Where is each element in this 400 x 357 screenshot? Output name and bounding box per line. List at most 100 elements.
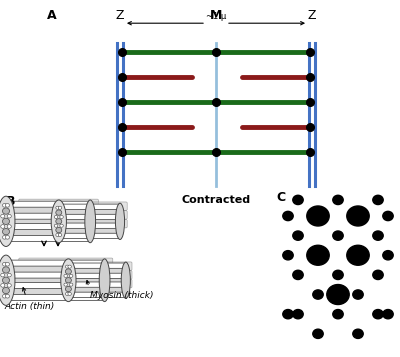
Text: C: C xyxy=(276,191,285,204)
FancyBboxPatch shape xyxy=(5,260,106,266)
FancyBboxPatch shape xyxy=(68,273,126,278)
FancyBboxPatch shape xyxy=(5,213,91,219)
Circle shape xyxy=(66,278,71,283)
Circle shape xyxy=(333,270,343,280)
Circle shape xyxy=(293,195,303,205)
Ellipse shape xyxy=(121,262,130,298)
Circle shape xyxy=(56,219,62,224)
Circle shape xyxy=(333,310,343,319)
FancyBboxPatch shape xyxy=(58,204,121,210)
Circle shape xyxy=(56,227,62,233)
Circle shape xyxy=(7,273,11,277)
FancyBboxPatch shape xyxy=(77,280,132,288)
Circle shape xyxy=(1,283,5,287)
Circle shape xyxy=(2,287,10,294)
Text: Myosin (thick): Myosin (thick) xyxy=(90,291,154,300)
Circle shape xyxy=(56,210,62,215)
Ellipse shape xyxy=(61,259,76,302)
Circle shape xyxy=(2,277,10,283)
FancyBboxPatch shape xyxy=(5,276,106,285)
Circle shape xyxy=(64,283,67,286)
FancyBboxPatch shape xyxy=(70,202,127,210)
Circle shape xyxy=(5,236,10,239)
FancyBboxPatch shape xyxy=(68,292,126,297)
FancyBboxPatch shape xyxy=(19,258,113,268)
FancyBboxPatch shape xyxy=(68,263,126,268)
Circle shape xyxy=(2,236,7,239)
Circle shape xyxy=(5,295,10,298)
Circle shape xyxy=(70,274,73,277)
FancyBboxPatch shape xyxy=(5,272,106,278)
FancyBboxPatch shape xyxy=(67,267,127,276)
Circle shape xyxy=(5,262,10,266)
Circle shape xyxy=(293,231,303,240)
Circle shape xyxy=(383,251,393,260)
Text: M: M xyxy=(210,9,222,22)
FancyBboxPatch shape xyxy=(5,206,91,216)
FancyBboxPatch shape xyxy=(19,268,113,278)
Circle shape xyxy=(313,290,323,299)
Ellipse shape xyxy=(116,203,124,240)
Text: Actin (thin): Actin (thin) xyxy=(5,302,55,311)
FancyBboxPatch shape xyxy=(77,262,132,270)
Circle shape xyxy=(56,206,59,209)
FancyBboxPatch shape xyxy=(67,285,127,293)
FancyBboxPatch shape xyxy=(5,236,91,241)
Circle shape xyxy=(60,215,63,218)
Circle shape xyxy=(353,329,363,338)
FancyBboxPatch shape xyxy=(19,199,98,209)
Circle shape xyxy=(66,269,71,274)
Circle shape xyxy=(68,265,71,268)
Circle shape xyxy=(353,290,363,299)
Text: ~1 μ: ~1 μ xyxy=(206,12,226,21)
FancyBboxPatch shape xyxy=(68,282,126,287)
Circle shape xyxy=(58,206,62,209)
Circle shape xyxy=(327,285,349,305)
Circle shape xyxy=(66,265,69,268)
Circle shape xyxy=(2,262,7,266)
Text: Z: Z xyxy=(308,9,316,22)
Circle shape xyxy=(1,214,5,218)
Ellipse shape xyxy=(85,200,96,243)
Circle shape xyxy=(68,292,71,295)
Circle shape xyxy=(1,273,5,277)
Circle shape xyxy=(373,231,383,240)
Circle shape xyxy=(7,225,11,228)
Text: A: A xyxy=(47,9,57,22)
FancyBboxPatch shape xyxy=(5,223,91,230)
Circle shape xyxy=(313,329,323,338)
Circle shape xyxy=(54,215,58,218)
Circle shape xyxy=(333,195,343,205)
Ellipse shape xyxy=(99,259,110,302)
FancyBboxPatch shape xyxy=(58,208,121,217)
FancyBboxPatch shape xyxy=(5,217,91,226)
Circle shape xyxy=(2,267,10,273)
Circle shape xyxy=(2,203,7,207)
FancyBboxPatch shape xyxy=(67,276,127,285)
Circle shape xyxy=(2,218,10,225)
Circle shape xyxy=(283,310,293,319)
Circle shape xyxy=(283,211,293,221)
FancyBboxPatch shape xyxy=(5,282,106,288)
FancyBboxPatch shape xyxy=(19,278,113,288)
Circle shape xyxy=(58,233,62,236)
Ellipse shape xyxy=(0,196,15,246)
Circle shape xyxy=(373,270,383,280)
Circle shape xyxy=(293,270,303,280)
Text: Z: Z xyxy=(116,9,124,22)
Circle shape xyxy=(2,208,10,214)
Circle shape xyxy=(347,206,369,226)
FancyBboxPatch shape xyxy=(58,226,121,234)
Circle shape xyxy=(60,224,63,227)
Circle shape xyxy=(2,228,10,235)
Ellipse shape xyxy=(0,255,15,305)
FancyBboxPatch shape xyxy=(58,214,121,220)
Circle shape xyxy=(333,231,343,240)
Circle shape xyxy=(56,233,59,236)
FancyBboxPatch shape xyxy=(77,271,132,279)
Circle shape xyxy=(283,251,293,260)
Circle shape xyxy=(2,295,7,298)
Circle shape xyxy=(373,310,383,319)
FancyBboxPatch shape xyxy=(5,295,106,300)
FancyBboxPatch shape xyxy=(19,220,98,229)
